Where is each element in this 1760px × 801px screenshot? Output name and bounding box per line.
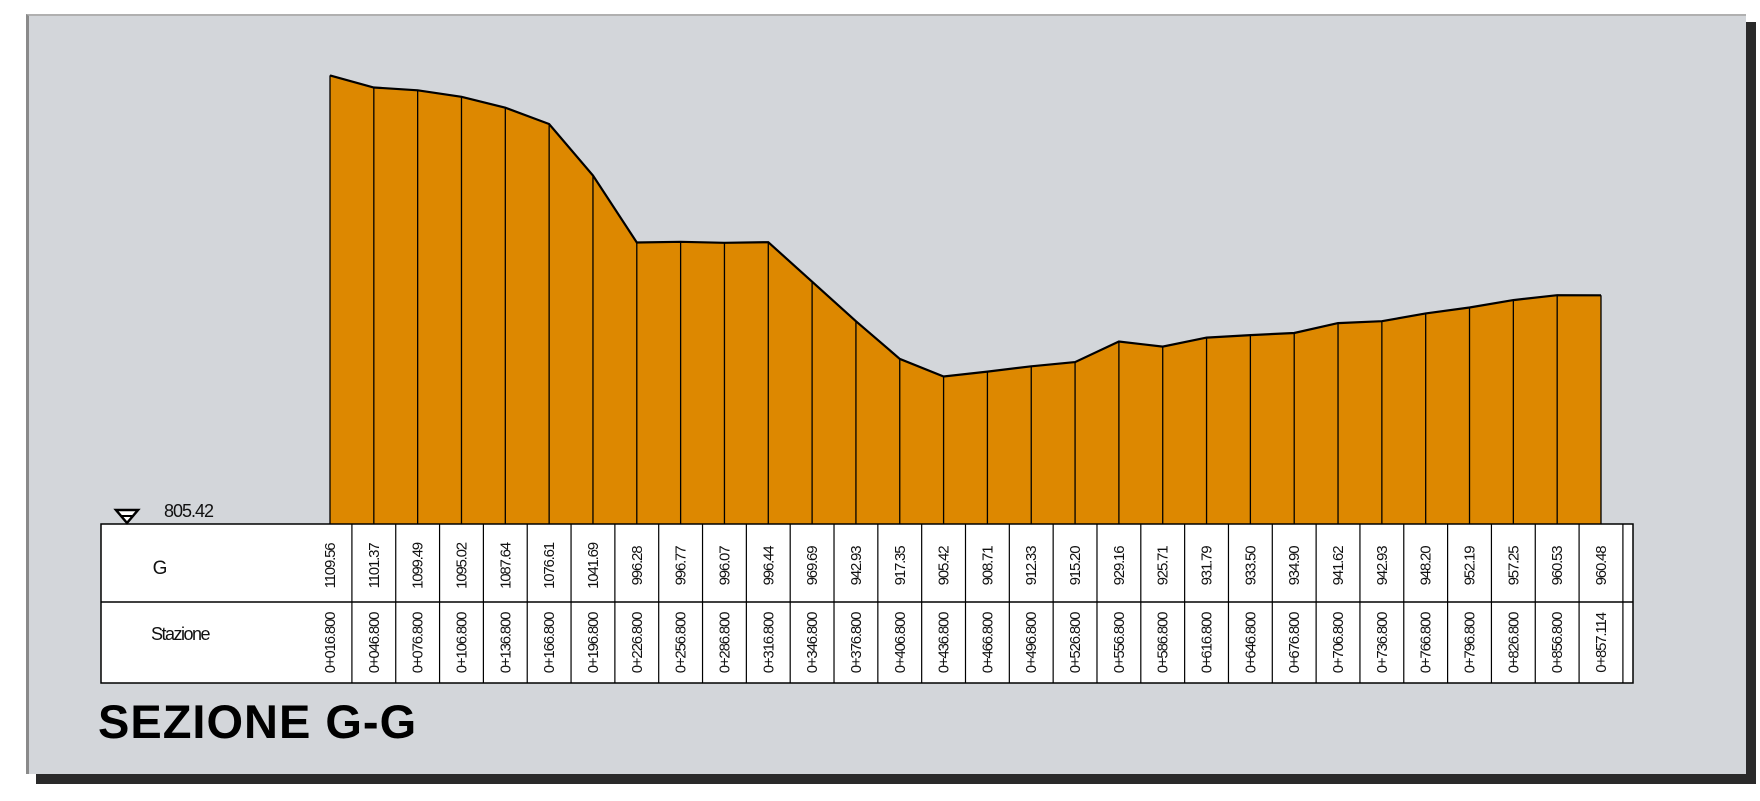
reference-marker: 805.42: [113, 501, 215, 525]
station-value: 0+646.800: [1242, 612, 1259, 673]
station-value: 0+226.800: [629, 612, 646, 673]
section-title: SEZIONE G-G: [98, 695, 418, 748]
station-value: 0+136.800: [497, 612, 514, 673]
station-value: 0+016.800: [322, 612, 339, 673]
elevation-value: 960.53: [1549, 546, 1566, 586]
elevation-value: 996.28: [629, 546, 646, 586]
elevation-value: 952.19: [1462, 546, 1479, 586]
elevation-value: 969.69: [804, 546, 821, 586]
station-value: 0+676.800: [1286, 612, 1303, 673]
station-value: 0+436.800: [936, 612, 953, 673]
elevation-value: 908.71: [979, 546, 996, 586]
station-value: 0+496.800: [1023, 612, 1040, 673]
elevation-value: 996.77: [673, 546, 690, 586]
elevation-value: 941.62: [1330, 546, 1347, 586]
elevation-value: 912.33: [1023, 546, 1040, 586]
elevation-value: 925.71: [1155, 546, 1172, 586]
station-value: 0+526.800: [1067, 612, 1084, 673]
station-value: 0+406.800: [892, 612, 909, 673]
station-value: 0+316.800: [760, 612, 777, 673]
row-label-ground: G: [153, 558, 168, 579]
elevation-value: 996.07: [716, 546, 733, 586]
elevation-value: 1076.61: [541, 542, 558, 589]
table-values-layer: 1109.56 0+016.800 1101.37 0+046.800 1099.49 0…: [322, 524, 1624, 683]
elevation-value: 933.50: [1242, 546, 1259, 586]
station-value: 0+256.800: [673, 612, 690, 673]
station-value: 0+616.800: [1199, 612, 1216, 673]
profile-table: G Stazione: [100, 523, 1634, 684]
row-label-station: Stazione: [151, 624, 211, 644]
elevation-value: 1099.49: [410, 542, 427, 589]
elevation-value: 960.48: [1593, 546, 1610, 586]
station-value: 0+796.800: [1462, 612, 1479, 673]
station-value: 0+166.800: [541, 612, 558, 673]
elevation-value: 1095.02: [454, 542, 471, 589]
station-value: 0+706.800: [1330, 612, 1347, 673]
station-value: 0+046.800: [366, 612, 383, 673]
station-value: 0+736.800: [1374, 612, 1391, 673]
station-value: 0+466.800: [979, 612, 996, 673]
elevation-value: 917.35: [892, 546, 909, 586]
elevation-value: 934.90: [1286, 546, 1303, 586]
station-value: 0+196.800: [585, 612, 602, 673]
elevation-value: 957.25: [1505, 546, 1522, 586]
elevation-value: 905.42: [936, 546, 953, 586]
station-value: 0+766.800: [1418, 612, 1435, 673]
station-value: 0+076.800: [410, 612, 427, 673]
elevation-value: 1109.56: [322, 543, 339, 589]
profile-area-layer: [329, 74, 1602, 525]
elevation-value: 931.79: [1199, 546, 1216, 586]
station-value: 0+586.800: [1155, 612, 1172, 673]
station-value: 0+286.800: [716, 612, 733, 673]
elevation-value: 948.20: [1418, 546, 1435, 586]
elevation-value: 942.93: [848, 546, 865, 586]
station-value: 0+556.800: [1111, 612, 1128, 673]
station-value: 0+346.800: [804, 612, 821, 673]
elevation-value: 929.16: [1111, 546, 1128, 586]
elevation-value: 1101.37: [366, 543, 383, 589]
station-value: 0+376.800: [848, 612, 865, 673]
reference-elevation-label: 805.42: [164, 501, 214, 521]
elevation-value: 942.93: [1374, 546, 1391, 586]
elevation-value: 996.44: [760, 546, 777, 586]
elevation-value: 915.20: [1067, 546, 1084, 586]
station-value: 0+106.800: [454, 612, 471, 673]
station-value: 0+856.800: [1549, 612, 1566, 673]
station-value: 0+826.800: [1505, 612, 1522, 673]
elevation-value: 1087.64: [497, 542, 514, 589]
profile-area: [330, 75, 1601, 525]
station-value: 0+857.114: [1593, 612, 1610, 672]
elevation-value: 1041.69: [585, 542, 602, 589]
table-frame: [100, 523, 1634, 684]
ground-profile-line: [329, 74, 1602, 378]
